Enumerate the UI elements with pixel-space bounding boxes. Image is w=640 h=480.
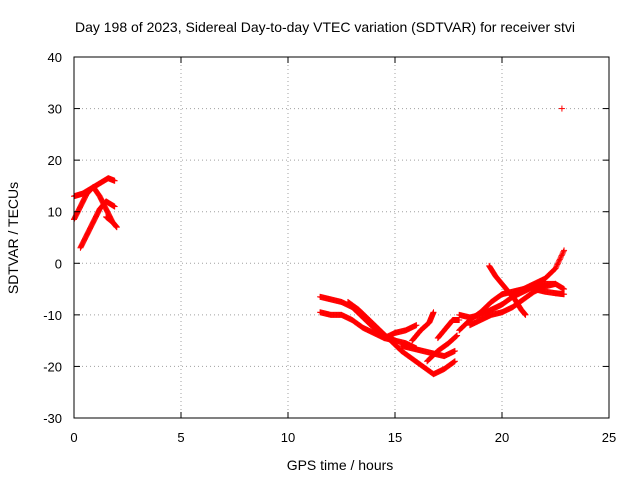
- x-tick-label: 15: [388, 430, 402, 445]
- data-point: [456, 317, 463, 324]
- data-point: [559, 249, 566, 256]
- data-point: [451, 358, 458, 365]
- data-point: [111, 203, 118, 210]
- x-tick-label: 20: [495, 430, 509, 445]
- grid: [74, 57, 609, 418]
- data-point: [430, 309, 437, 316]
- y-tick-label: 0: [55, 256, 62, 271]
- y-axis-label: SDTVAR / TECUs: [5, 182, 21, 294]
- data-point: [559, 251, 566, 258]
- data-point: [560, 248, 567, 255]
- data-point: [553, 262, 560, 269]
- data-point: [558, 105, 565, 112]
- data-point: [556, 256, 563, 263]
- x-tick-label: 10: [281, 430, 295, 445]
- y-tick-label: -10: [43, 308, 62, 323]
- data-points: [71, 105, 568, 378]
- data-point: [522, 311, 529, 318]
- plot-frame: [73, 56, 610, 419]
- data-point: [452, 333, 459, 340]
- data-point: [454, 332, 461, 339]
- data-point: [558, 252, 565, 259]
- data-point: [556, 257, 563, 264]
- x-tick-label: 25: [602, 430, 616, 445]
- data-point: [555, 258, 562, 265]
- x-tick-label: 0: [70, 430, 77, 445]
- data-point: [557, 255, 564, 262]
- data-point: [554, 260, 561, 267]
- y-tick-label: -20: [43, 359, 62, 374]
- data-point: [558, 253, 565, 260]
- data-point: [453, 333, 460, 340]
- y-tick-label: -30: [43, 411, 62, 426]
- data-point: [552, 265, 559, 272]
- x-tick-label: 5: [177, 430, 184, 445]
- y-tick-label: 10: [48, 205, 62, 220]
- y-tick-label: 30: [48, 102, 62, 117]
- data-point: [561, 247, 568, 254]
- data-point: [451, 358, 458, 365]
- data-point: [554, 261, 561, 268]
- chart-title: Day 198 of 2023, Sidereal Day-to-day VTE…: [75, 19, 575, 35]
- y-tick-label: 20: [48, 153, 62, 168]
- data-point: [553, 264, 560, 271]
- data-point: [451, 347, 458, 354]
- data-point: [111, 177, 118, 184]
- ticks: 0 5 10 15 20 25 -30 -20 -10 0 10 20 30 40: [43, 50, 616, 445]
- data-point: [413, 322, 420, 329]
- data-point: [561, 291, 568, 298]
- x-axis-label: GPS time / hours: [287, 457, 394, 473]
- y-tick-label: 40: [48, 50, 62, 65]
- data-point: [113, 224, 120, 231]
- data-point: [561, 286, 568, 293]
